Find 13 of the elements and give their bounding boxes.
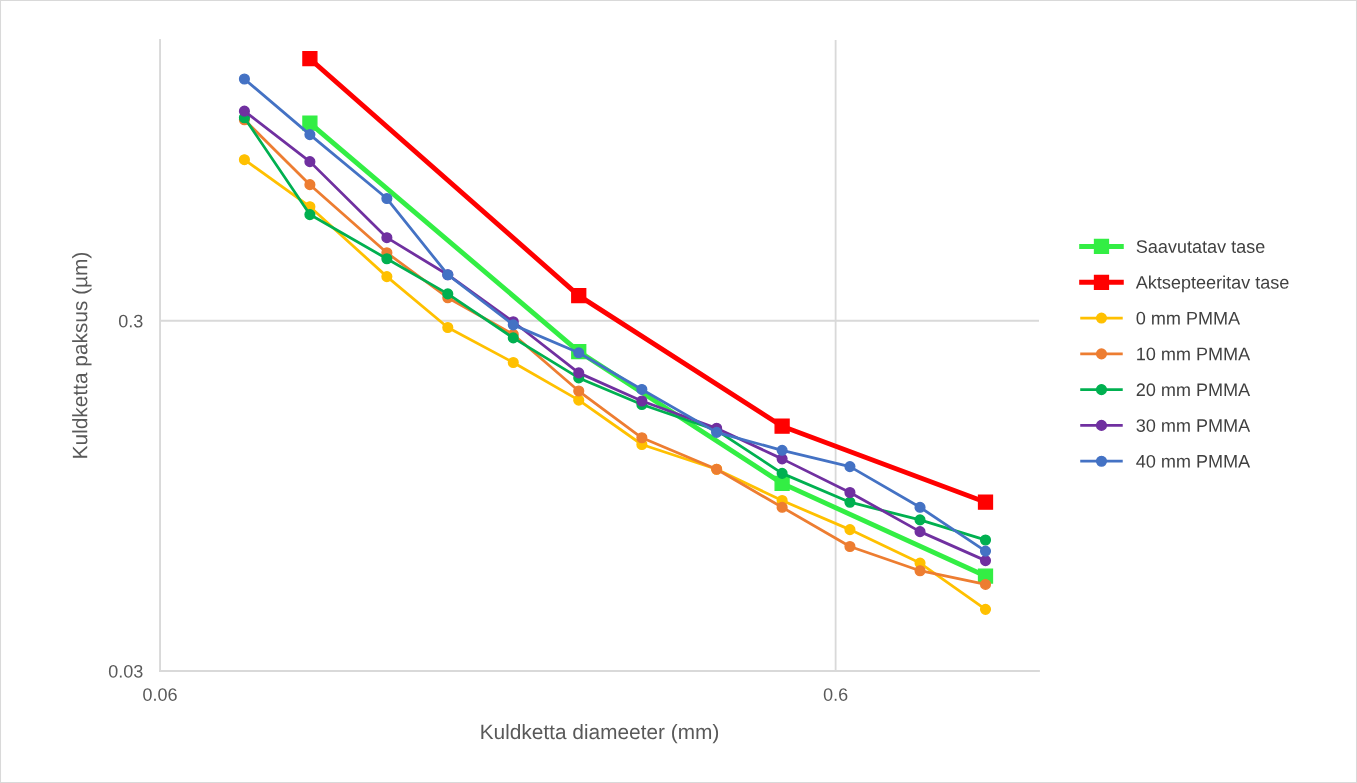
legend-label: Aktsepteeritav tase	[1135, 275, 1289, 293]
legend-label: 20 mm PMMA	[1136, 383, 1251, 397]
legend-label: 30 mm PMMA	[1136, 419, 1251, 432]
y-axis-title: Kuldketta paksus (µm)	[72, 252, 92, 458]
legend-label: 0 mm PMMA	[1136, 311, 1241, 325]
legend-label: Saavutatav tase	[1136, 240, 1265, 253]
y-tick-label: 0.03	[108, 664, 143, 678]
legend-label: 40 mm PMMA	[1136, 454, 1251, 468]
legend-label: 10 mm PMMA	[1137, 347, 1251, 361]
y-tick-label: 0.3	[118, 314, 143, 328]
x-tick-label: 0.06	[143, 688, 177, 701]
x-axis-title: Kuldketta diameeter (mm)	[481, 723, 719, 744]
x-tick-label: 0.6	[823, 688, 848, 701]
